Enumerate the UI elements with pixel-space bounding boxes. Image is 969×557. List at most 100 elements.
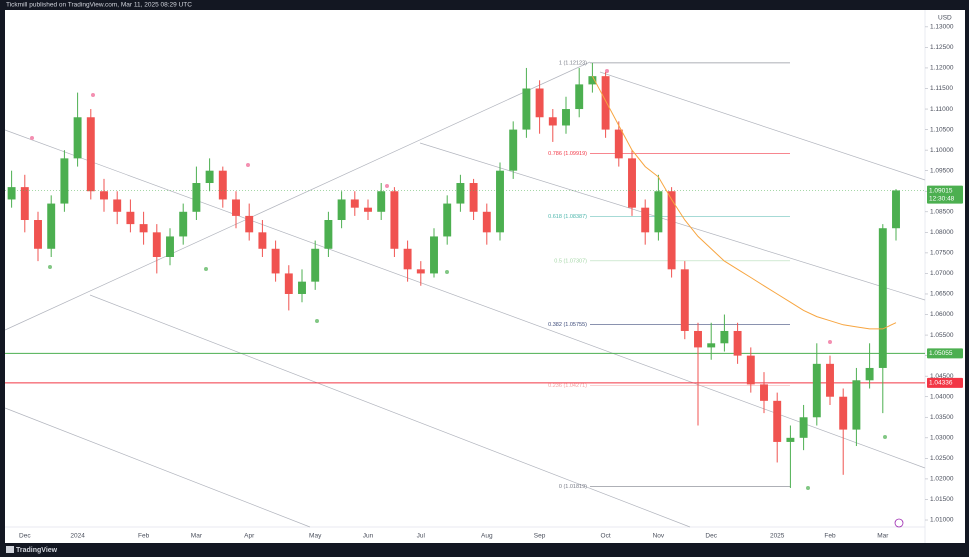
x-tick-label: Sep [534,533,546,540]
level-label: 1.05055 [929,350,953,357]
level-badge [927,377,963,388]
candle-body [152,232,161,257]
y-tick-label: 1.13000 [930,24,954,31]
candle-body [350,199,359,208]
candle-body [284,273,293,294]
candle-body [812,363,821,418]
y-tick-label: 1.08000 [930,229,954,236]
brand-logo [6,546,14,553]
candle-body [839,396,848,430]
candle-body [641,207,650,233]
y-tick-label: 1.03500 [930,414,954,421]
last-price-badge [927,185,963,204]
candle-body [139,224,148,233]
fib-label: 1 (1.12123) [559,60,587,66]
brand: TradingView [16,547,58,554]
trend-line [4,407,311,528]
candle-body [311,248,320,282]
x-tick-label: Aug [481,533,493,540]
y-tick-label: 1.11500 [930,85,953,92]
candle-body [245,215,254,233]
candle-body [892,190,900,229]
fib-label: 0.236 (1.04271) [548,383,587,389]
candle-body [73,117,82,159]
candle-body [456,183,465,204]
y-tick-label: 1.04500 [930,373,954,380]
publisher: Tickmill published on TradingView.com, M… [6,2,192,9]
candle-body [403,248,412,270]
candle-body [271,248,280,274]
candle-body [113,199,122,212]
x-tick-label: May [309,533,322,540]
candle-body [707,343,716,348]
countdown: 12:30:48 [929,195,955,202]
pivot-high [605,69,609,73]
fib-label: 0.618 (1.08387) [548,214,587,220]
candle-body [34,220,42,249]
pivot-low [806,486,810,490]
candle-body [878,228,887,368]
fib-label: 0.786 (1.09919) [548,151,587,157]
candle-body [799,417,808,438]
fib-label: 0.382 (1.05755) [548,322,587,328]
candle-body [192,183,201,212]
y-tick-label: 1.12000 [930,65,954,72]
candle-body [654,191,663,233]
y-tick-label: 1.07500 [930,250,954,257]
pivot-high [828,340,832,344]
trend-line [4,129,926,469]
candle-body [258,232,267,249]
candle-body [496,170,504,233]
candle-body [47,203,56,249]
last-price-label: 1.09015 [929,187,953,194]
x-tick-label: Feb [824,533,836,540]
level-label: 1.04336 [929,380,953,387]
y-tick-label: 1.01000 [930,517,954,524]
y-tick-label: 1.07000 [930,270,954,277]
x-tick-label: 2025 [770,533,785,540]
pivot-high [91,93,95,97]
candle-body [562,109,570,126]
candle-body [522,88,531,130]
candle-body [509,129,518,171]
candle-body [720,330,729,344]
x-tick-label: Jun [363,533,374,540]
y-tick-label: 1.09500 [930,167,954,174]
candle-body [390,191,399,249]
pivot-high [30,136,34,140]
x-tick-label: Feb [138,533,150,540]
level-badge [927,348,963,359]
currency: USD [938,15,952,22]
candle-body [535,88,544,118]
candle-body [760,384,768,401]
y-tick-label: 1.11000 [930,106,953,113]
x-tick-label: Apr [244,533,255,540]
candle-body [667,191,676,270]
candle-body [548,117,557,126]
candle-body [86,117,95,192]
candle-body [865,367,874,381]
trend-line [4,61,591,331]
y-tick-label: 1.05500 [930,332,954,339]
trend-lines [4,61,926,528]
events-icon[interactable] [894,518,904,528]
x-tick-label: Mar [877,533,889,540]
pivot-low [445,270,449,274]
candle-body [205,170,214,184]
candle-body [60,158,69,204]
trend-line [599,71,926,181]
y-tick-label: 1.08500 [930,209,954,216]
candle-body [430,236,438,274]
y-tick-label: 1.03000 [930,435,954,442]
pivot-low [883,435,887,439]
candle-body [614,129,623,159]
pivot-high [385,184,389,188]
candle-body [337,199,346,221]
pivot-low [315,319,319,323]
candle-body [364,207,372,212]
y-tick-label: 1.06500 [930,291,954,298]
y-tick-label: 1.10000 [930,147,954,154]
pivot-high [246,163,250,167]
